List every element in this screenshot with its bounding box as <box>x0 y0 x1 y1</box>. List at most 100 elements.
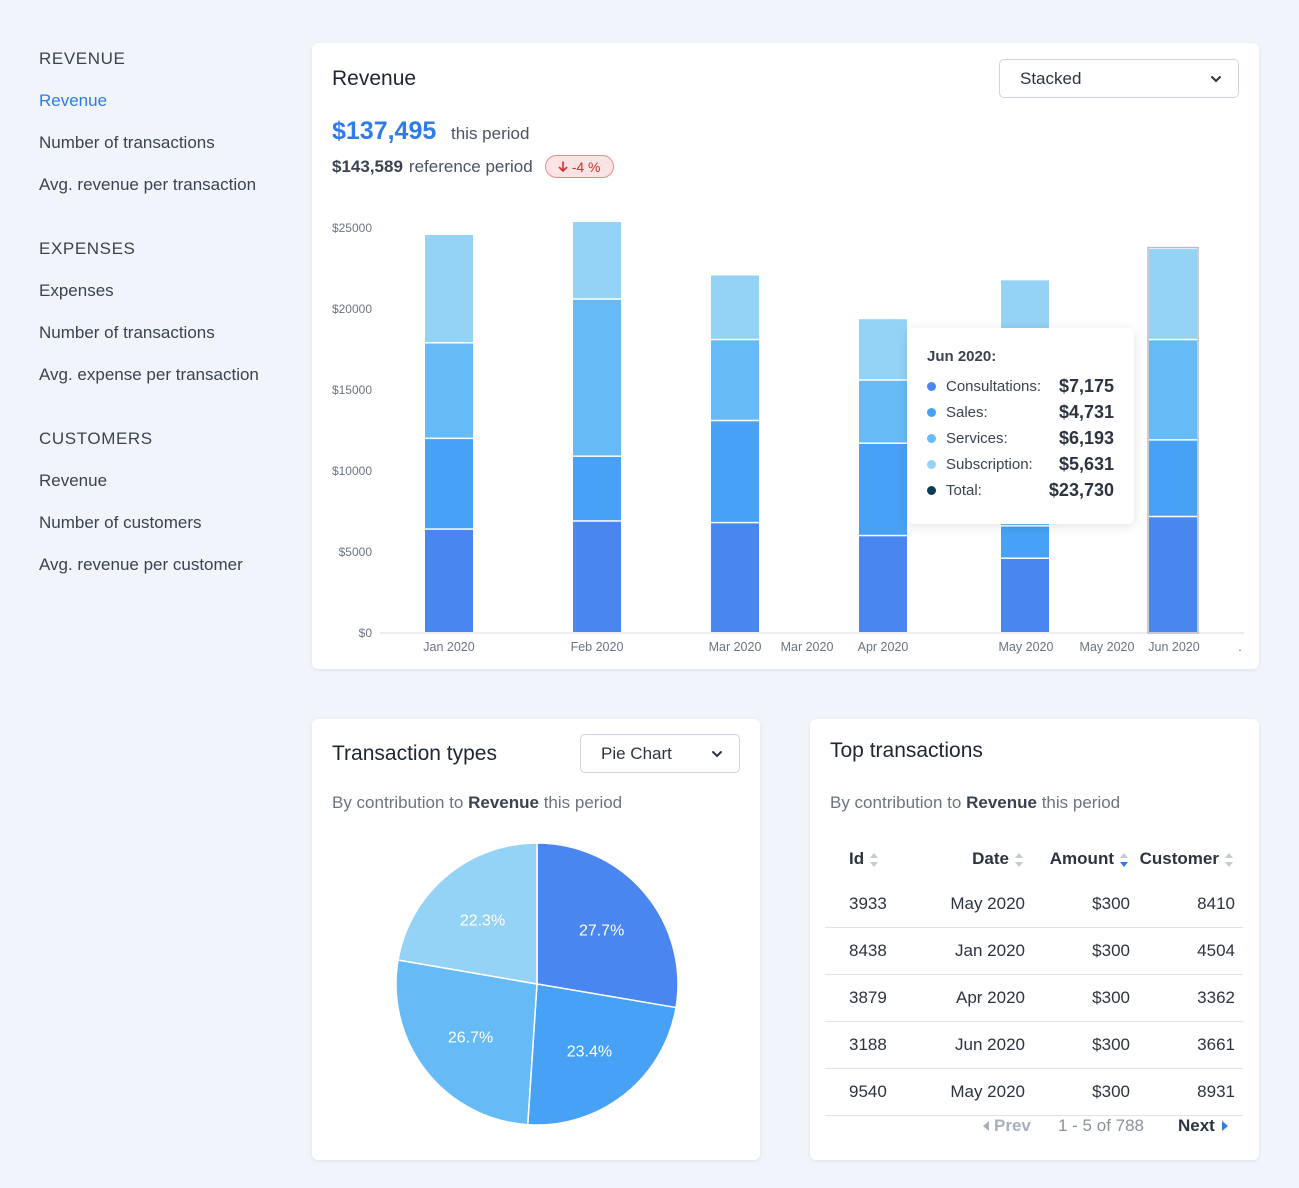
sidebar-item-number-of-transactions[interactable]: Number of transactions <box>39 133 215 152</box>
cell-date: Jan 2020 <box>955 941 1025 960</box>
x-tick-label: . <box>1238 640 1241 654</box>
bar-segment-consultations[interactable] <box>859 536 907 632</box>
pie-slice[interactable] <box>397 842 538 985</box>
pie-slice[interactable] <box>536 842 679 1009</box>
bar-segment-services[interactable] <box>859 380 907 443</box>
table-row[interactable]: 3188 Jun 2020 $300 3661 <box>825 1022 1243 1069</box>
y-tick-label: $10000 <box>332 464 372 478</box>
column-header-date[interactable]: Date <box>900 849 1025 869</box>
bar-segment-services[interactable] <box>711 340 759 420</box>
sort-icon <box>870 852 879 867</box>
bar-segment-subscription[interactable] <box>425 234 473 343</box>
legend-dot-icon <box>927 485 936 495</box>
pie-slice[interactable] <box>395 959 538 1126</box>
column-header-id[interactable]: Id <box>825 849 900 869</box>
chart-mode-select[interactable]: Stacked <box>999 59 1239 98</box>
subtitle-text: this period <box>1041 793 1121 812</box>
bar-segment-sales[interactable] <box>711 421 759 522</box>
pie-slice-label: 23.4% <box>567 1043 612 1060</box>
sidebar-item-avg-revenue-per-transaction[interactable]: Avg. revenue per transaction <box>39 175 257 194</box>
cell-id: 3879 <box>849 988 887 1007</box>
revenue-total-value: $137,495 <box>332 117 437 145</box>
bar-group-jan-2020[interactable] <box>425 234 473 632</box>
bar-segment-services[interactable] <box>573 299 621 456</box>
bar-segment-sales[interactable] <box>425 439 473 529</box>
arrow-down-icon <box>558 160 568 172</box>
sidebar-item-number-of-customers[interactable]: Number of customers <box>39 513 202 532</box>
prev-page-label: Prev <box>994 1116 1031 1135</box>
sidebar-item-revenue[interactable]: Revenue <box>39 91 108 110</box>
revenue-total-suffix: this period <box>451 124 530 143</box>
column-header-label: Date <box>972 849 1009 868</box>
table-row[interactable]: 3879 Apr 2020 $300 3362 <box>825 975 1243 1022</box>
tooltip-label: Subscription: <box>946 455 1033 473</box>
bar-segment-sales[interactable] <box>1001 526 1049 558</box>
legend-dot-icon <box>927 407 936 417</box>
cell-amount: $300 <box>1092 1035 1130 1054</box>
bar-group-feb-2020[interactable] <box>573 222 621 632</box>
y-tick-label: $5000 <box>339 545 373 559</box>
x-tick-label: May 2020 <box>999 640 1054 654</box>
sidebar-item-expenses[interactable]: Expenses <box>39 281 114 300</box>
sidebar-group-customers: CUSTOMERS Revenue Number of customers Av… <box>39 428 299 576</box>
bar-segment-subscription[interactable] <box>711 275 759 339</box>
x-tick-label: Mar 2020 <box>709 640 762 654</box>
chart-type-select[interactable]: Pie Chart <box>580 734 740 773</box>
bar-segment-sales[interactable] <box>859 443 907 535</box>
tooltip-value: $4,731 <box>1058 401 1114 422</box>
reference-value: $143,589 <box>332 156 403 176</box>
column-header-amount[interactable]: Amount <box>1025 849 1130 869</box>
sidebar-item-customer-revenue[interactable]: Revenue <box>39 471 108 490</box>
bar-segment-sales[interactable] <box>1149 440 1197 516</box>
y-tick-label: $25000 <box>332 221 372 235</box>
cell-customer: 4504 <box>1197 941 1235 960</box>
bar-group-mar-2020[interactable] <box>711 275 759 632</box>
prev-page-button[interactable]: Prev <box>982 1116 1031 1136</box>
column-header-customer[interactable]: Customer <box>1130 849 1243 869</box>
tooltip-value: $5,631 <box>1058 453 1114 474</box>
x-tick-label: May 2020 <box>1080 640 1135 654</box>
table-row[interactable]: 8438 Jan 2020 $300 4504 <box>825 928 1243 975</box>
table-row[interactable]: 9540 May 2020 $300 8931 <box>825 1069 1243 1116</box>
sidebar-item-expense-transactions[interactable]: Number of transactions <box>39 323 215 342</box>
bar-segment-services[interactable] <box>1149 340 1197 440</box>
tooltip-label: Consultations: <box>946 377 1042 395</box>
x-tick-label: Apr 2020 <box>858 640 909 654</box>
next-page-button[interactable]: Next <box>1178 1116 1229 1136</box>
subtitle-metric: Revenue <box>966 793 1037 812</box>
page-range: 1 - 5 of 788 <box>1058 1116 1145 1135</box>
sidebar-item-avg-revenue-per-customer[interactable]: Avg. revenue per customer <box>39 555 243 574</box>
cell-id: 8438 <box>849 941 887 960</box>
bar-group-jun-2020[interactable] <box>1147 246 1199 634</box>
bar-segment-consultations[interactable] <box>573 521 621 632</box>
bar-segment-subscription[interactable] <box>1149 249 1197 339</box>
tooltip-value: $7,175 <box>1058 375 1114 396</box>
subtitle-text: this period <box>543 793 623 812</box>
tooltip-row-consultations: Consultations: $7,175 <box>927 373 1114 399</box>
table-row[interactable]: 3933 May 2020 $300 8410 <box>825 881 1243 928</box>
bar-segment-consultations[interactable] <box>711 523 759 632</box>
cell-amount: $300 <box>1092 988 1130 1007</box>
bar-segment-services[interactable] <box>425 343 473 438</box>
bar-segment-subscription[interactable] <box>859 319 907 380</box>
chart-mode-select-value: Stacked <box>1020 68 1082 88</box>
tooltip-value: $6,193 <box>1058 427 1114 448</box>
sidebar-item-avg-expense-per-transaction[interactable]: Avg. expense per transaction <box>39 365 259 384</box>
cell-amount: $300 <box>1092 894 1130 913</box>
legend-dot-icon <box>927 459 936 469</box>
chart-type-select-value: Pie Chart <box>601 743 672 763</box>
y-tick-label: $0 <box>359 626 373 640</box>
bar-segment-subscription[interactable] <box>573 222 621 299</box>
bar-segment-consultations[interactable] <box>1001 558 1049 632</box>
sidebar-heading: EXPENSES <box>39 239 136 258</box>
tooltip-label: Sales: <box>946 403 988 421</box>
chart-tooltip: Jun 2020: Consultations: $7,175 Sales: $… <box>907 328 1134 524</box>
bar-segment-sales[interactable] <box>573 456 621 521</box>
cell-customer: 8410 <box>1197 894 1235 913</box>
pie-slice[interactable] <box>526 983 677 1126</box>
transaction-types-subtitle: By contribution to Revenue this period <box>332 793 622 813</box>
bar-segment-consultations[interactable] <box>1149 517 1197 632</box>
bar-group-apr-2020[interactable] <box>859 319 907 632</box>
bar-segment-consultations[interactable] <box>425 529 473 632</box>
sort-icon <box>1225 852 1233 867</box>
